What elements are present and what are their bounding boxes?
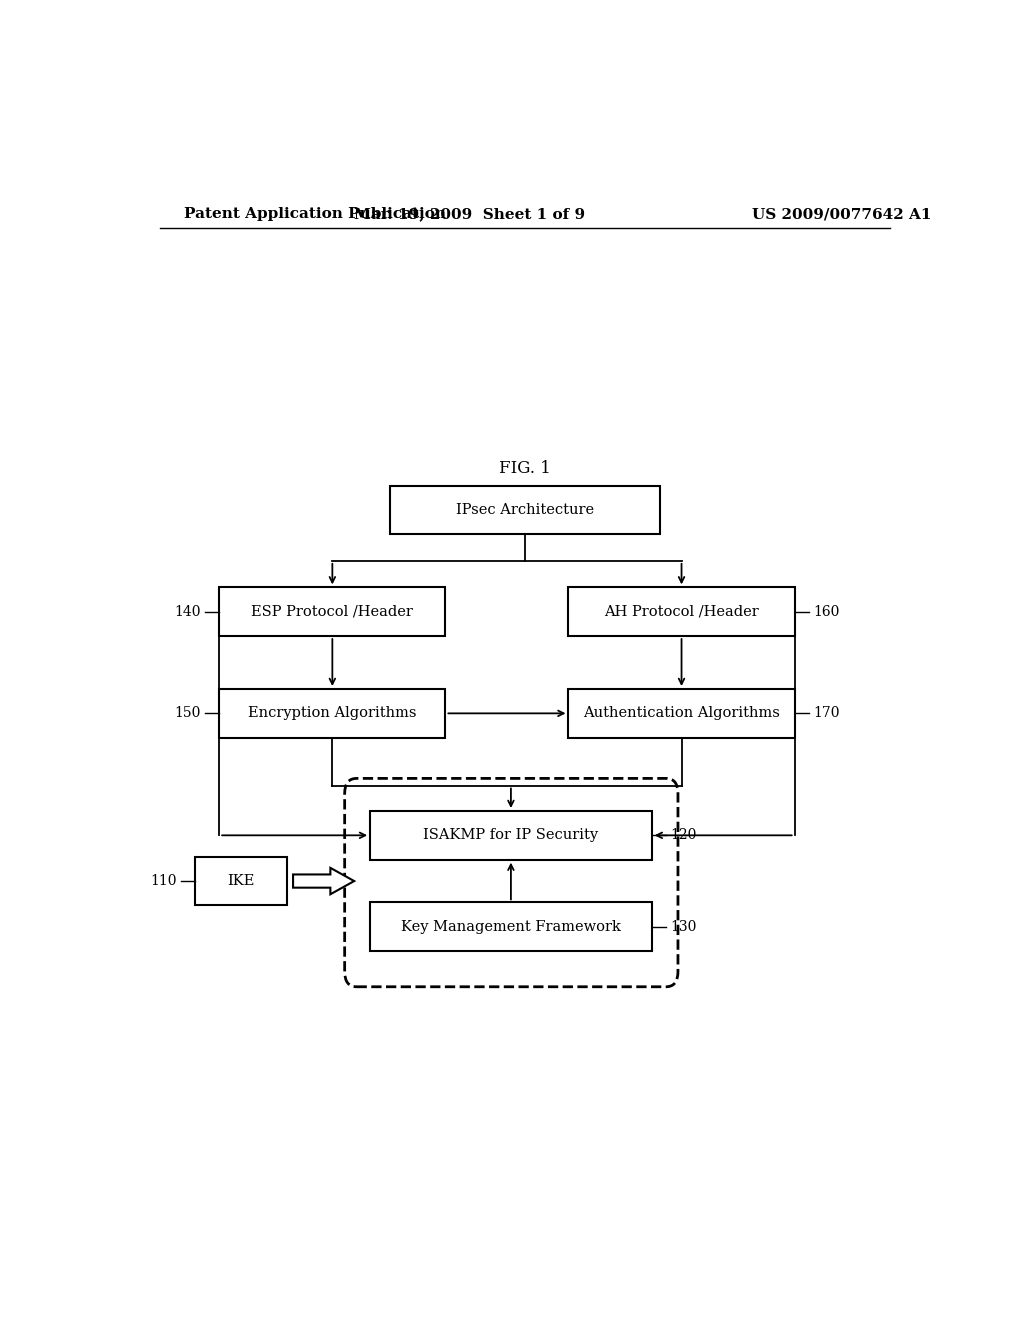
Text: Authentication Algorithms: Authentication Algorithms: [583, 706, 780, 721]
Text: 160: 160: [813, 605, 840, 619]
Text: 150: 150: [175, 706, 201, 721]
Bar: [568, 689, 795, 738]
Bar: [568, 587, 795, 636]
Text: 170: 170: [813, 706, 840, 721]
Text: Key Management Framework: Key Management Framework: [401, 920, 621, 933]
Text: Patent Application Publication: Patent Application Publication: [183, 207, 445, 222]
Text: Encryption Algorithms: Encryption Algorithms: [248, 706, 417, 721]
Text: 110: 110: [151, 874, 177, 888]
Text: 120: 120: [670, 829, 696, 842]
Text: AH Protocol /Header: AH Protocol /Header: [604, 605, 759, 619]
Text: ISAKMP for IP Security: ISAKMP for IP Security: [423, 829, 598, 842]
Bar: [390, 486, 659, 535]
Bar: [370, 810, 651, 859]
Text: IPsec Architecture: IPsec Architecture: [456, 503, 594, 517]
Bar: [196, 857, 287, 906]
Text: FIG. 1: FIG. 1: [499, 459, 551, 477]
Bar: [219, 587, 445, 636]
Text: Mar. 19, 2009  Sheet 1 of 9: Mar. 19, 2009 Sheet 1 of 9: [353, 207, 585, 222]
Bar: [370, 903, 651, 952]
Text: 140: 140: [174, 605, 201, 619]
Polygon shape: [293, 867, 354, 894]
Text: US 2009/0077642 A1: US 2009/0077642 A1: [753, 207, 932, 222]
Text: ESP Protocol /Header: ESP Protocol /Header: [252, 605, 414, 619]
Text: IKE: IKE: [227, 874, 255, 888]
Bar: [219, 689, 445, 738]
Text: 130: 130: [670, 920, 696, 933]
